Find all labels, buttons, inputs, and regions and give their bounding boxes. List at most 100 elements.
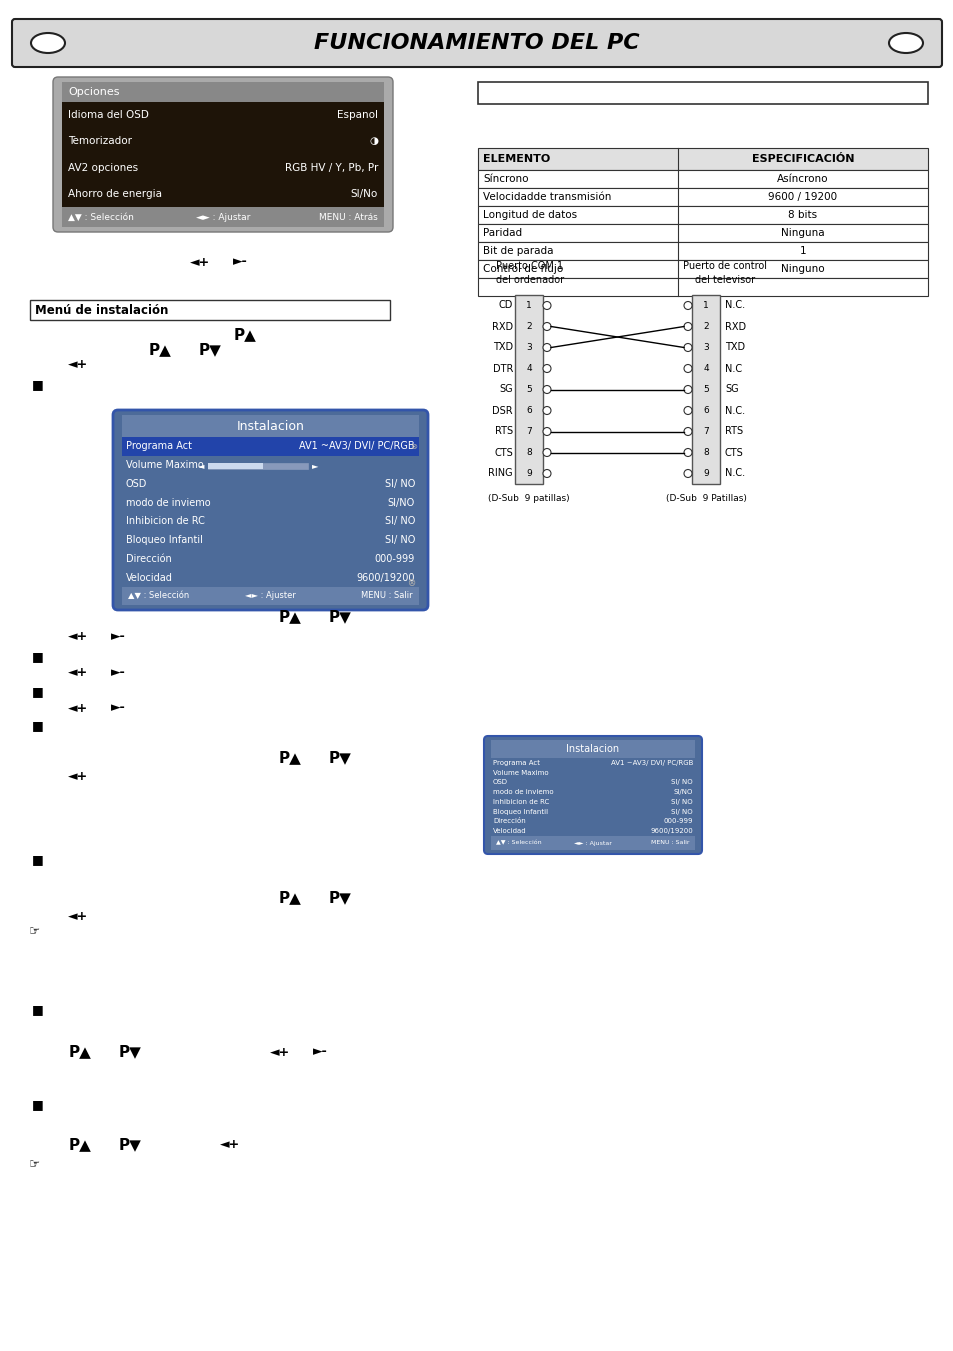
Text: 2: 2 xyxy=(702,322,708,331)
Bar xyxy=(62,207,384,227)
Text: SG: SG xyxy=(724,385,738,394)
FancyBboxPatch shape xyxy=(483,736,701,854)
Text: ◄: ◄ xyxy=(197,461,204,470)
Circle shape xyxy=(683,449,691,457)
Bar xyxy=(30,300,390,320)
Text: 9600 / 19200: 9600 / 19200 xyxy=(767,192,837,203)
Circle shape xyxy=(683,343,691,351)
Text: OSD: OSD xyxy=(126,478,147,489)
Text: ▲▼ : Selección: ▲▼ : Selección xyxy=(496,840,541,846)
Text: Paridad: Paridad xyxy=(482,228,521,238)
Text: Idioma del OSD: Idioma del OSD xyxy=(68,111,149,120)
Text: Bloqueo Infantil: Bloqueo Infantil xyxy=(126,535,203,544)
Text: ◄+: ◄+ xyxy=(270,1046,290,1058)
Circle shape xyxy=(683,470,691,477)
Circle shape xyxy=(542,470,551,477)
Text: SI/NO: SI/NO xyxy=(387,497,415,508)
Text: 8: 8 xyxy=(702,449,708,457)
Text: ►-: ►- xyxy=(111,631,125,643)
Text: 1: 1 xyxy=(702,301,708,309)
Text: 000-999: 000-999 xyxy=(662,819,692,824)
Text: P▼: P▼ xyxy=(328,609,351,624)
Text: ▲▼ : Selección: ▲▼ : Selección xyxy=(68,212,133,222)
Text: Volume Maximo: Volume Maximo xyxy=(493,770,548,775)
Text: P▲: P▲ xyxy=(233,327,256,343)
Text: 7: 7 xyxy=(702,427,708,436)
Text: ELEMENTO: ELEMENTO xyxy=(482,154,550,163)
Text: Menú de instalación: Menú de instalación xyxy=(35,304,168,316)
Text: SI/NO: SI/NO xyxy=(673,789,692,796)
Bar xyxy=(122,415,418,436)
Bar xyxy=(491,836,695,850)
Text: ■: ■ xyxy=(32,378,44,392)
Text: P▲: P▲ xyxy=(278,609,301,624)
Text: 5: 5 xyxy=(525,385,532,394)
Bar xyxy=(122,436,418,455)
FancyBboxPatch shape xyxy=(53,77,393,232)
Text: CTS: CTS xyxy=(724,447,743,458)
Bar xyxy=(477,242,927,259)
Circle shape xyxy=(542,427,551,435)
Text: P▼: P▼ xyxy=(118,1138,141,1152)
FancyBboxPatch shape xyxy=(112,409,428,611)
Text: ■: ■ xyxy=(32,685,44,698)
Text: SI/ NO: SI/ NO xyxy=(384,478,415,489)
Text: N.C.: N.C. xyxy=(724,300,744,311)
Text: 6: 6 xyxy=(702,407,708,415)
Text: 4: 4 xyxy=(526,363,531,373)
Text: RING: RING xyxy=(488,469,513,478)
Circle shape xyxy=(542,301,551,309)
Circle shape xyxy=(683,427,691,435)
Bar xyxy=(477,170,927,188)
Text: Ahorro de energia: Ahorro de energia xyxy=(68,189,162,199)
Text: MENU : Salir: MENU : Salir xyxy=(361,592,413,600)
Text: ■: ■ xyxy=(32,1004,44,1016)
Bar xyxy=(691,295,720,484)
Circle shape xyxy=(542,385,551,393)
Text: Ninguno: Ninguno xyxy=(781,263,824,274)
Text: 8 bits: 8 bits xyxy=(787,209,817,220)
Text: ◄+: ◄+ xyxy=(219,1139,240,1151)
Text: ◄► : Ajuster: ◄► : Ajuster xyxy=(245,592,295,600)
Text: 9600/19200: 9600/19200 xyxy=(356,573,415,582)
Text: ESPECIFICACIÓN: ESPECIFICACIÓN xyxy=(751,154,853,163)
Text: Instalacion: Instalacion xyxy=(236,420,304,432)
Text: (D-Sub  9 patillas): (D-Sub 9 patillas) xyxy=(488,494,569,503)
Text: RTS: RTS xyxy=(724,427,742,436)
Text: P▲: P▲ xyxy=(69,1138,91,1152)
Text: 3: 3 xyxy=(702,343,708,353)
Text: SI/No: SI/No xyxy=(351,189,377,199)
Text: AV1 ~AV3/ DVI/ PC/RGB: AV1 ~AV3/ DVI/ PC/RGB xyxy=(610,759,692,766)
Circle shape xyxy=(542,407,551,415)
Text: 5: 5 xyxy=(702,385,708,394)
Text: 2: 2 xyxy=(526,322,531,331)
Text: ☞: ☞ xyxy=(30,925,41,939)
Text: ►: ► xyxy=(312,461,318,470)
Text: ◄+: ◄+ xyxy=(68,909,88,923)
Text: Ninguna: Ninguna xyxy=(781,228,824,238)
Text: ◄+: ◄+ xyxy=(190,255,210,269)
Text: ►-: ►- xyxy=(313,1046,327,1058)
Text: P▲: P▲ xyxy=(149,343,172,358)
FancyBboxPatch shape xyxy=(12,19,941,68)
Text: ◄+: ◄+ xyxy=(68,701,88,715)
Text: MENU : Atrás: MENU : Atrás xyxy=(319,212,377,222)
Text: DSR: DSR xyxy=(492,405,513,416)
Text: Velocidad: Velocidad xyxy=(493,828,526,834)
Bar xyxy=(491,740,695,758)
Text: N.C.: N.C. xyxy=(724,405,744,416)
Text: Control de flujo: Control de flujo xyxy=(482,263,562,274)
Text: modo de inviemo: modo de inviemo xyxy=(126,497,211,508)
Text: TXD: TXD xyxy=(724,343,744,353)
Circle shape xyxy=(542,449,551,457)
Text: 1: 1 xyxy=(799,246,805,255)
Bar xyxy=(477,149,927,170)
Text: P▼: P▼ xyxy=(118,1044,141,1059)
Text: Inhibicion de RC: Inhibicion de RC xyxy=(126,516,205,527)
Ellipse shape xyxy=(888,32,923,53)
Text: ◄► : Ajustar: ◄► : Ajustar xyxy=(195,212,250,222)
Bar xyxy=(208,463,263,469)
Text: Volume Maximo: Volume Maximo xyxy=(126,461,204,470)
Text: P▼: P▼ xyxy=(328,751,351,766)
Text: modo de inviemo: modo de inviemo xyxy=(493,789,553,796)
